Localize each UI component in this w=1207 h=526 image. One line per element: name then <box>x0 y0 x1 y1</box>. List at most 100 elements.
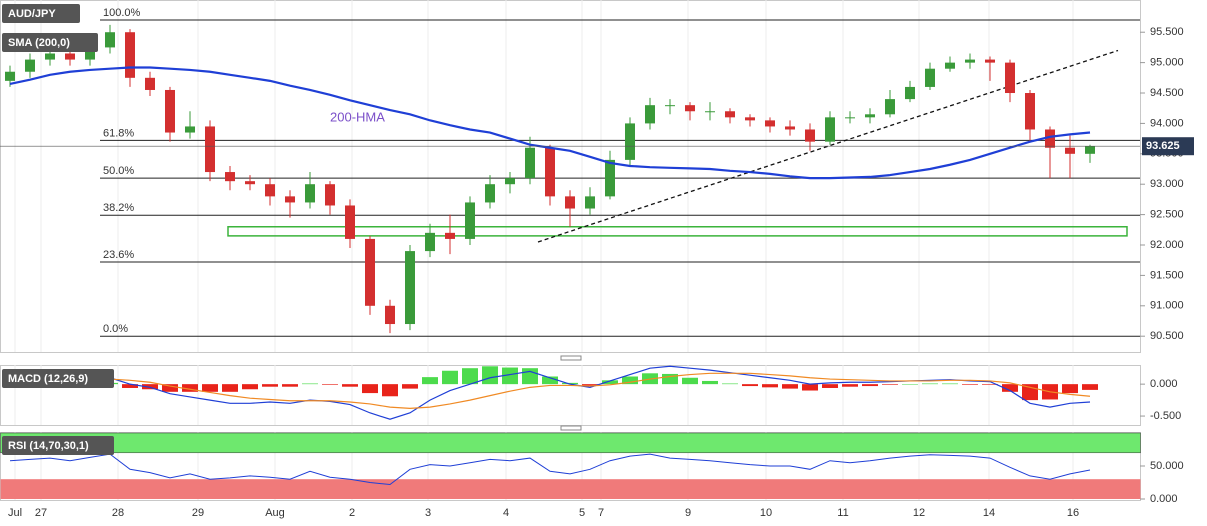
histogram-bar <box>282 384 298 387</box>
histogram-bar <box>142 384 158 390</box>
oversold-band <box>0 479 1141 500</box>
histogram-bar <box>502 367 518 385</box>
histogram-bar <box>762 384 778 388</box>
candle-body <box>105 32 115 48</box>
histogram-bar <box>702 380 718 385</box>
legend-box <box>2 4 80 23</box>
candle-body <box>225 172 235 182</box>
x-tick-label: 14 <box>983 507 995 519</box>
candle-body <box>405 251 415 325</box>
histogram-bar <box>462 368 478 385</box>
zone <box>227 226 1128 237</box>
candle-body <box>1005 62 1015 94</box>
fib-label: 23.6% <box>103 249 134 261</box>
histogram-bar <box>1002 384 1018 392</box>
series-line <box>9 66 1091 180</box>
candle-body <box>1025 93 1035 130</box>
candle-body <box>285 196 295 203</box>
histogram-bar <box>602 380 618 385</box>
candle-body <box>165 89 175 133</box>
histogram-bar <box>582 384 598 386</box>
legend-label: AUD/JPY <box>8 8 56 20</box>
fib-label: 0.0% <box>103 323 128 335</box>
legend-box <box>2 33 98 52</box>
x-tick-label: 16 <box>1067 507 1079 519</box>
histogram-bar <box>202 384 218 392</box>
y-tick-label: -0.500 <box>1150 410 1181 422</box>
candle-body <box>145 77 155 90</box>
candle-body <box>5 71 15 81</box>
candle-body <box>705 111 715 113</box>
candle-body <box>905 86 915 100</box>
y-tick-label: 90.500 <box>1150 330 1184 342</box>
y-tick-label: 50.000 <box>1150 460 1184 472</box>
candle-body <box>385 305 395 325</box>
x-tick-label: 29 <box>192 507 204 519</box>
candle-body <box>1085 146 1095 154</box>
legend-box <box>2 436 114 455</box>
overbought-band <box>0 432 1141 454</box>
candle-body <box>45 53 55 60</box>
candle-body <box>125 32 135 78</box>
candle-body <box>665 105 675 107</box>
histogram-bar <box>822 384 838 388</box>
candle-body <box>185 126 195 133</box>
candle-body <box>965 59 975 63</box>
x-tick-label: 9 <box>685 507 691 519</box>
candle-body <box>425 232 435 252</box>
fib-label: 38.2% <box>103 202 134 214</box>
x-tick-label: 27 <box>35 507 47 519</box>
candle-body <box>565 196 575 209</box>
histogram-bar <box>542 376 558 385</box>
histogram-bar <box>562 382 578 385</box>
histogram-bar <box>922 383 938 385</box>
histogram-bar <box>982 384 998 385</box>
histogram-bar <box>262 384 278 387</box>
histogram-bar <box>362 384 378 394</box>
y-tick-label: 91.000 <box>1150 300 1184 312</box>
y-tick-label: 0.000 <box>1150 493 1178 505</box>
panel-handle <box>560 355 582 361</box>
candle-body <box>345 205 355 239</box>
y-tick-label: 92.500 <box>1150 209 1184 221</box>
candle-body <box>1065 147 1075 154</box>
candle-body <box>205 126 215 173</box>
histogram-bar <box>862 384 878 387</box>
fib-label: 61.8% <box>103 127 134 139</box>
x-tick-label: 4 <box>503 507 509 519</box>
candle-body <box>645 105 655 124</box>
series-label: 200-HMA <box>330 110 385 125</box>
legend-label: SMA (200,0) <box>8 37 70 49</box>
histogram-bar <box>802 384 818 391</box>
x-tick-label: Aug <box>265 507 285 519</box>
candle-body <box>1045 129 1055 148</box>
histogram-bar <box>882 384 898 385</box>
fib-label: 100.0% <box>103 7 141 19</box>
candle-body <box>685 105 695 112</box>
candle-body <box>945 62 955 69</box>
candle-body <box>765 120 775 127</box>
candle-body <box>825 117 835 142</box>
histogram-bar <box>182 384 198 392</box>
legend-label: RSI (14,70,30,1) <box>8 440 89 452</box>
histogram-bar <box>242 384 258 390</box>
histogram-bar <box>442 370 458 385</box>
histogram-bar <box>742 384 758 387</box>
candle-body <box>485 184 495 203</box>
histogram-bar <box>162 384 178 392</box>
last-price-label: 93.625 <box>1146 140 1180 152</box>
y-tick-label: 95.000 <box>1150 57 1184 69</box>
y-tick-label: 93.000 <box>1150 178 1184 190</box>
histogram-bar <box>1062 384 1078 394</box>
candle-body <box>325 184 335 206</box>
candle-body <box>465 202 475 239</box>
y-tick-label: 91.500 <box>1150 269 1184 281</box>
histogram-bar <box>662 373 678 385</box>
candle-body <box>265 184 275 197</box>
trendline <box>537 49 1119 243</box>
y-tick-label: 92.000 <box>1150 239 1184 251</box>
candle-body <box>25 59 35 72</box>
panel-frame <box>0 0 1141 353</box>
candle-body <box>865 114 875 118</box>
x-tick-label: 11 <box>837 507 848 519</box>
